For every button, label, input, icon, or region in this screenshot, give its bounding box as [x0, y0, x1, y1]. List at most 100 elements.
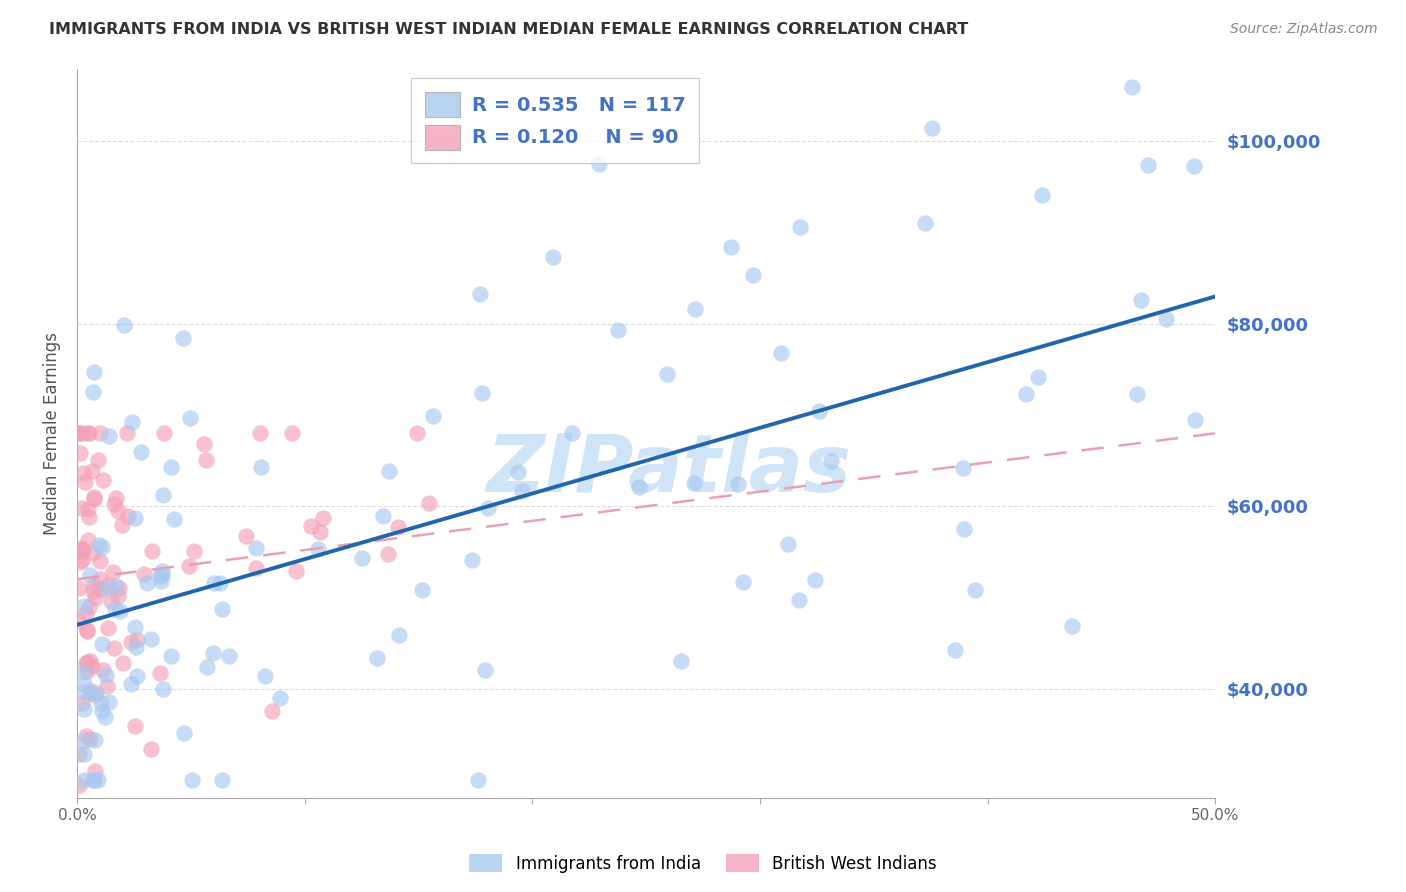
Point	[91, 637, 114, 651]
Point	[181, 772, 204, 787]
Point	[129, 445, 152, 459]
Point	[89, 426, 111, 441]
Legend: R = 0.535   N = 117, R = 0.120    N = 90: R = 0.535 N = 117, R = 0.120 N = 90	[412, 78, 699, 163]
Point	[211, 772, 233, 787]
Point	[1154, 312, 1177, 326]
Point	[1129, 293, 1152, 308]
Point	[388, 628, 411, 642]
Point	[474, 663, 496, 677]
Point	[152, 564, 174, 578]
Point	[69, 446, 91, 460]
Point	[89, 572, 111, 586]
Point	[79, 686, 101, 700]
Point	[281, 426, 304, 441]
Point	[73, 772, 96, 787]
Point	[153, 426, 176, 441]
Point	[202, 576, 225, 591]
Point	[1015, 387, 1038, 401]
Point	[120, 635, 142, 649]
Point	[77, 533, 100, 547]
Point	[253, 668, 276, 682]
Point	[209, 576, 232, 591]
Point	[307, 541, 329, 556]
Point	[139, 632, 162, 646]
Point	[75, 729, 97, 743]
Point	[77, 502, 100, 516]
Point	[79, 568, 101, 582]
Point	[83, 764, 105, 779]
Point	[111, 517, 134, 532]
Point	[76, 664, 98, 678]
Point	[179, 411, 201, 425]
Point	[117, 509, 139, 524]
Point	[83, 772, 105, 787]
Point	[84, 688, 107, 702]
Point	[235, 529, 257, 543]
Point	[70, 541, 93, 555]
Point	[70, 501, 93, 516]
Point	[311, 511, 333, 525]
Point	[82, 384, 104, 399]
Point	[285, 564, 308, 578]
Point	[366, 651, 388, 665]
Point	[103, 565, 125, 579]
Point	[149, 568, 172, 582]
Point	[108, 604, 131, 618]
Point	[683, 301, 706, 316]
Point	[139, 742, 162, 756]
Point	[83, 491, 105, 506]
Point	[1031, 188, 1053, 202]
Point	[742, 268, 765, 283]
Point	[103, 497, 125, 511]
Point	[90, 697, 112, 711]
Point	[506, 465, 529, 479]
Point	[103, 641, 125, 656]
Point	[468, 287, 491, 301]
Point	[82, 583, 104, 598]
Point	[411, 583, 433, 598]
Point	[100, 594, 122, 608]
Point	[96, 679, 118, 693]
Point	[105, 579, 128, 593]
Point	[727, 477, 749, 491]
Point	[561, 426, 583, 441]
Point	[160, 648, 183, 663]
Point	[249, 459, 271, 474]
Point	[136, 576, 159, 591]
Point	[245, 541, 267, 556]
Point	[112, 318, 135, 332]
Point	[107, 589, 129, 603]
Point	[69, 556, 91, 570]
Point	[770, 346, 793, 360]
Point	[96, 578, 118, 592]
Point	[67, 426, 90, 441]
Point	[195, 659, 218, 673]
Point	[218, 649, 240, 664]
Point	[1062, 619, 1084, 633]
Point	[125, 669, 148, 683]
Point	[96, 582, 118, 596]
Point	[75, 656, 97, 670]
Point	[245, 561, 267, 575]
Point	[83, 732, 105, 747]
Point	[194, 452, 217, 467]
Point	[104, 602, 127, 616]
Point	[82, 464, 104, 478]
Point	[141, 543, 163, 558]
Point	[262, 704, 284, 718]
Point	[588, 157, 610, 171]
Point	[83, 578, 105, 592]
Point	[86, 772, 108, 787]
Point	[121, 415, 143, 429]
Point	[183, 544, 205, 558]
Point	[132, 566, 155, 581]
Point	[378, 464, 401, 478]
Point	[952, 461, 974, 475]
Point	[77, 426, 100, 441]
Point	[73, 599, 96, 613]
Point	[152, 488, 174, 502]
Point	[83, 490, 105, 504]
Point	[84, 686, 107, 700]
Point	[79, 654, 101, 668]
Point	[73, 747, 96, 761]
